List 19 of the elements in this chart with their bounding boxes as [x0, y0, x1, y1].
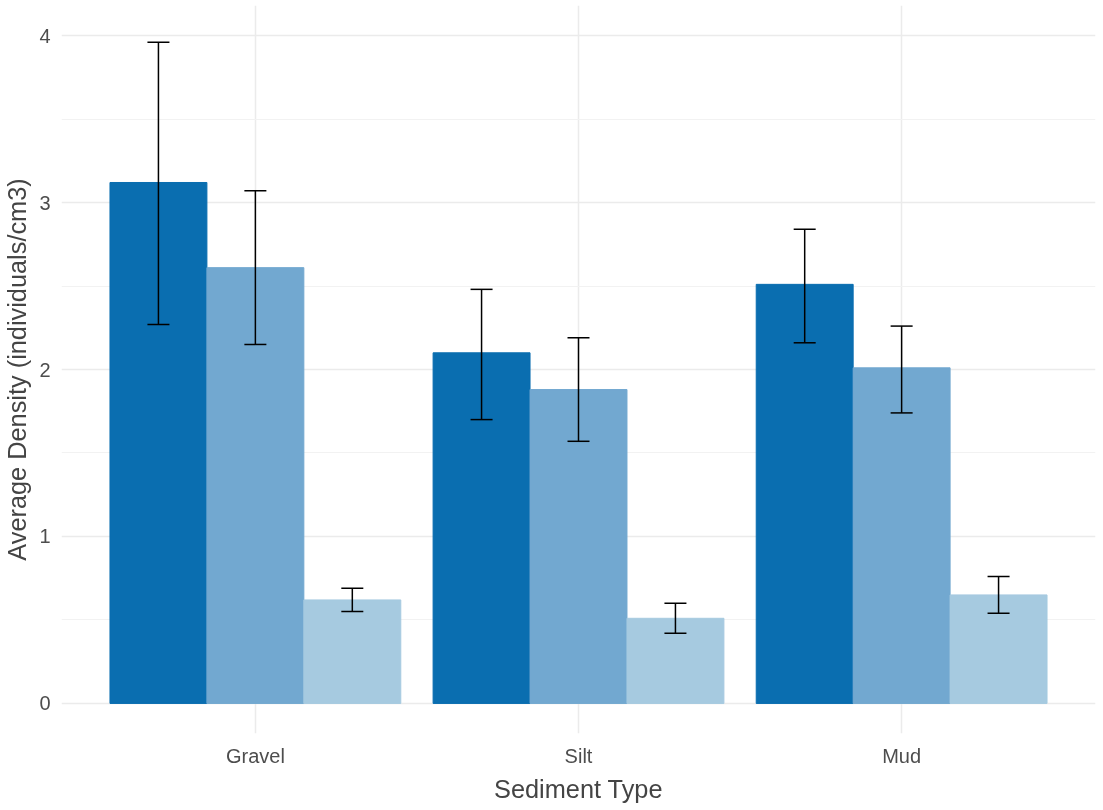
- y-axis-title: Average Density (individuals/cm3): [3, 178, 32, 561]
- bar: [626, 617, 725, 704]
- y-tick-label: 2: [39, 358, 51, 381]
- x-tick-label: Silt: [564, 744, 593, 767]
- bar: [432, 352, 531, 704]
- y-tick-label: 4: [39, 24, 51, 47]
- y-tick-label: 3: [39, 191, 51, 214]
- x-axis-title: Sediment Type: [494, 774, 663, 803]
- y-tick-label: 0: [39, 692, 51, 715]
- bar: [949, 594, 1048, 704]
- bar: [206, 267, 305, 704]
- bar: [109, 181, 208, 704]
- y-tick-label: 1: [39, 525, 51, 548]
- x-tick-label: Gravel: [225, 744, 285, 767]
- bar: [529, 389, 628, 704]
- x-tick-label: Mud: [882, 744, 922, 767]
- bar: [303, 599, 402, 704]
- bar: [755, 283, 854, 704]
- bar: [852, 367, 951, 704]
